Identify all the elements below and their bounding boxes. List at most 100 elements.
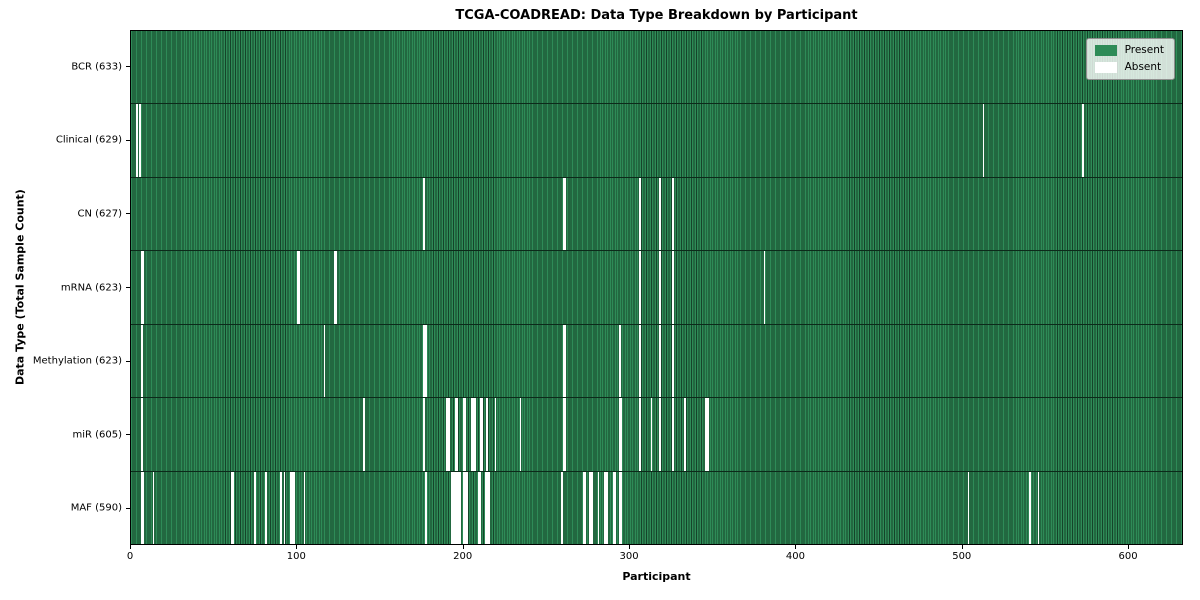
x-tick-mark xyxy=(961,545,963,549)
legend: Present Absent xyxy=(1085,38,1175,80)
absent-stripe xyxy=(135,104,138,177)
absent-stripe xyxy=(363,398,366,471)
y-tick-label-BCR: BCR (633) xyxy=(71,61,122,73)
legend-swatch-absent-icon xyxy=(1094,62,1117,73)
legend-swatch-present-icon xyxy=(1094,45,1117,56)
y-tick-labels: BCR (633) Clinical (629) CN (627) mRNA (623… xyxy=(0,30,122,545)
absent-stripe xyxy=(230,471,233,544)
absent-stripe xyxy=(614,471,616,544)
heatmap-row-mRNA xyxy=(131,251,1182,325)
x-tick-mark xyxy=(629,545,631,549)
x-tick-label: 600 xyxy=(1118,551,1138,562)
y-tick-mark xyxy=(126,434,130,436)
heatmap-row-MAF xyxy=(131,471,1182,544)
y-tick-mark xyxy=(126,213,130,215)
absent-stripe xyxy=(140,324,143,398)
absent-stripe xyxy=(650,398,653,471)
absent-stripe xyxy=(672,251,674,324)
absent-stripe xyxy=(619,324,621,398)
plot-area: Present Absent xyxy=(130,30,1183,545)
x-tick-label: 200 xyxy=(453,551,473,562)
absent-stripe xyxy=(456,398,459,471)
y-tick-mark xyxy=(126,360,130,362)
absent-stripe xyxy=(494,398,497,471)
y-tick-mark xyxy=(126,287,130,288)
absent-stripe xyxy=(142,471,145,544)
legend-item-present: Present xyxy=(1094,44,1164,56)
y-tick-label-Methylation: Methylation (623) xyxy=(32,355,122,367)
absent-stripe xyxy=(446,398,449,471)
absent-stripe xyxy=(280,471,283,544)
absent-stripe xyxy=(582,471,585,544)
absent-stripe xyxy=(487,471,490,544)
x-tick-labels: 0 100 200 300 400 500 600 xyxy=(126,551,1183,565)
absent-stripe xyxy=(639,398,641,471)
absent-stripe xyxy=(486,398,488,471)
absent-stripe xyxy=(293,471,296,544)
absent-stripe xyxy=(292,471,294,544)
absent-stripe xyxy=(463,471,465,544)
legend-item-absent: Absent xyxy=(1094,61,1164,73)
absent-stripe xyxy=(562,398,565,471)
absent-stripe xyxy=(639,251,641,324)
chart-title: TCGA-COADREAD: Data Type Breakdown by Pa… xyxy=(455,8,858,23)
absent-stripe xyxy=(658,177,661,251)
absent-stripe xyxy=(474,398,477,471)
absent-stripe xyxy=(453,471,455,544)
absent-stripe xyxy=(619,398,621,471)
absent-stripe xyxy=(705,398,708,471)
absent-stripe xyxy=(423,324,425,398)
absent-stripe xyxy=(672,177,674,251)
absent-stripe xyxy=(604,471,606,544)
heatmap-row-CN xyxy=(131,177,1182,252)
absent-stripe xyxy=(140,398,143,471)
absent-stripe xyxy=(590,471,593,544)
absent-stripe xyxy=(982,104,985,177)
absent-stripe xyxy=(454,398,457,471)
absent-stripe xyxy=(458,471,460,544)
absent-stripe xyxy=(589,471,591,544)
x-tick-label: 0 xyxy=(126,551,134,562)
absent-stripe xyxy=(303,471,306,544)
absent-stripe xyxy=(479,398,482,471)
absent-stripe xyxy=(423,177,425,251)
y-tick-label-Clinical: Clinical (629) xyxy=(55,134,122,146)
absent-stripe xyxy=(683,398,686,471)
absent-stripe xyxy=(564,324,566,398)
absent-stripe xyxy=(142,251,145,324)
absent-stripe xyxy=(423,398,425,471)
absent-stripe xyxy=(967,471,970,544)
x-tick-label: 500 xyxy=(952,551,972,562)
absent-stripe xyxy=(478,471,480,544)
absent-stripe xyxy=(456,471,459,544)
absent-stripe xyxy=(424,471,427,544)
absent-stripe xyxy=(454,471,457,544)
heatmap-row-Clinical xyxy=(131,104,1182,178)
heatmap-rows xyxy=(131,31,1182,544)
legend-label-present: Present xyxy=(1124,44,1164,56)
heatmap-row-BCR xyxy=(131,31,1182,105)
x-tick-label: 300 xyxy=(619,551,639,562)
y-tick-label-mRNA: mRNA (623) xyxy=(60,282,122,293)
absent-stripe xyxy=(658,324,661,398)
y-tick-marks xyxy=(126,30,130,545)
legend-label-absent: Absent xyxy=(1124,61,1162,73)
absent-stripe xyxy=(140,471,143,544)
absent-stripe xyxy=(265,471,268,544)
absent-stripe xyxy=(639,324,641,398)
x-tick-label: 400 xyxy=(785,551,805,562)
absent-stripe xyxy=(672,398,674,471)
absent-stripe xyxy=(290,471,293,544)
absent-stripe xyxy=(323,324,326,398)
absent-stripe xyxy=(658,398,661,471)
absent-stripe xyxy=(335,251,337,324)
absent-stripe xyxy=(562,177,565,251)
absent-stripe xyxy=(283,471,286,544)
absent-stripe xyxy=(451,471,454,544)
x-tick-marks xyxy=(130,545,1183,550)
absent-stripe xyxy=(519,398,522,471)
absent-stripe xyxy=(464,398,467,471)
absent-stripe xyxy=(464,471,467,544)
absent-stripe xyxy=(479,471,482,544)
